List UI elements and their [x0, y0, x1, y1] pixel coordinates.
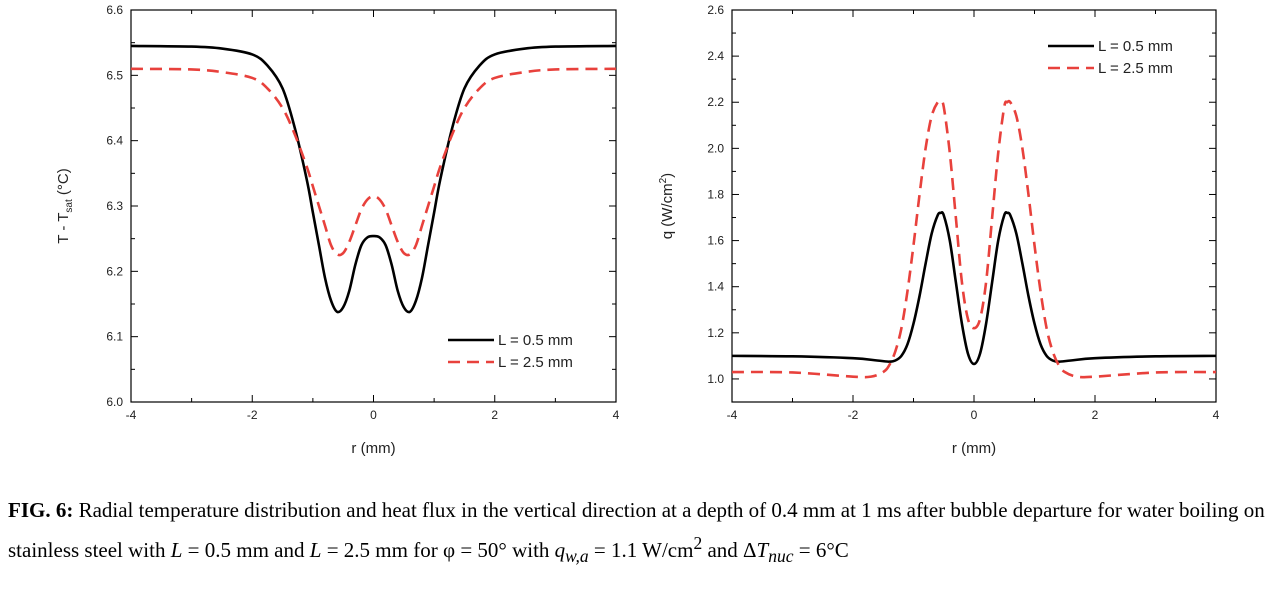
caption-q-symbol: q [554, 538, 566, 562]
y-axis-label-main: q (W/cm [659, 183, 676, 239]
legend-label: L = 2.5 mm [498, 354, 573, 371]
caption-text-3: = 2.5 mm for φ = 50° with [321, 538, 555, 562]
caption-T-symbol: T [756, 538, 769, 562]
figure: -4 -2 0 2 4 6.0 6.1 6.2 6.3 6.4 6.5 6.6 r (mm) T - Ts… [55, 3, 1220, 457]
x-axis-label: r (mm) [351, 440, 395, 457]
y-axis-label-unit: (°C) [55, 168, 72, 199]
caption-text-6: = 6°C [793, 538, 849, 562]
x-tick-label: 4 [613, 408, 620, 422]
y-tick-label: 6.1 [106, 330, 123, 344]
x-tick-label: -2 [247, 408, 258, 422]
caption-text-2: = 0.5 mm and [182, 538, 310, 562]
caption-text-4-sup: 2 [693, 533, 703, 553]
y-tick-label: 1.8 [707, 187, 724, 201]
y-tick-label: 2.0 [707, 141, 724, 155]
figure-caption: FIG. 6: Radial temperature distribution … [8, 494, 1270, 573]
y-axis-label: q (W/cm2) [658, 173, 676, 239]
caption-q-subscript: w,a [565, 546, 589, 567]
caption-text-4: = 1.1 W/cm [588, 538, 694, 562]
y-tick-label: 1.2 [707, 326, 724, 340]
caption-L-symbol: L [170, 538, 183, 562]
x-tick-label: 2 [1092, 408, 1099, 422]
series-line-l-0-5mm [131, 44, 616, 314]
y-tick-label: 6.4 [106, 134, 123, 148]
x-tick-label: -4 [727, 408, 738, 422]
y-tick-label: 1.0 [707, 372, 724, 386]
y-axis-label-sub: sat [64, 199, 75, 213]
y-tick-label: 2.2 [707, 95, 724, 109]
x-axis-label: r (mm) [952, 440, 996, 457]
x-tick-label: 0 [370, 408, 377, 422]
x-tick-label: 2 [491, 408, 498, 422]
y-axis-label-sup: 2 [658, 177, 669, 183]
caption-text-1: Radial temperature distribution and heat… [8, 498, 1265, 562]
series-line-l-2-5mm [131, 67, 616, 257]
caption-T-subscript: nuc [768, 546, 794, 567]
series-line-l-2-5mm [732, 99, 1216, 379]
caption-label: FIG. 6: [8, 498, 74, 522]
y-tick-label: 6.0 [106, 395, 123, 409]
x-tick-label: -2 [848, 408, 859, 422]
y-tick-label: 6.5 [106, 68, 123, 82]
x-tick-label: 4 [1213, 408, 1220, 422]
y-tick-label: 2.6 [707, 3, 724, 17]
y-tick-label: 2.4 [707, 49, 724, 63]
x-tick-label: 0 [971, 408, 978, 422]
y-tick-label: 6.6 [106, 3, 123, 17]
caption-text-5: and Δ [702, 538, 757, 562]
heat-flux-chart: -4 -2 0 2 4 1.0 1.2 1.4 1.6 1.8 2.0 2.2 2.4 2.6 r (mm)… [658, 3, 1220, 457]
caption-L-symbol-2: L [309, 538, 322, 562]
series-line-l-0-5mm [732, 211, 1216, 366]
legend-label: L = 0.5 mm [498, 332, 573, 349]
legend-label: L = 2.5 mm [1098, 60, 1173, 77]
x-tick-label: -4 [126, 408, 137, 422]
legend-label: L = 0.5 mm [1098, 38, 1173, 55]
y-axis-label-main: T - T [55, 213, 72, 244]
y-tick-label: 6.2 [106, 264, 123, 278]
y-tick-label: 1.4 [707, 280, 724, 294]
y-axis-label-unit: ) [659, 173, 676, 178]
y-tick-label: 6.3 [106, 199, 123, 213]
y-axis-label: T - Tsat (°C) [55, 168, 75, 243]
y-tick-label: 1.6 [707, 234, 724, 248]
temperature-chart: -4 -2 0 2 4 6.0 6.1 6.2 6.3 6.4 6.5 6.6 r (mm) T - Ts… [55, 3, 620, 457]
